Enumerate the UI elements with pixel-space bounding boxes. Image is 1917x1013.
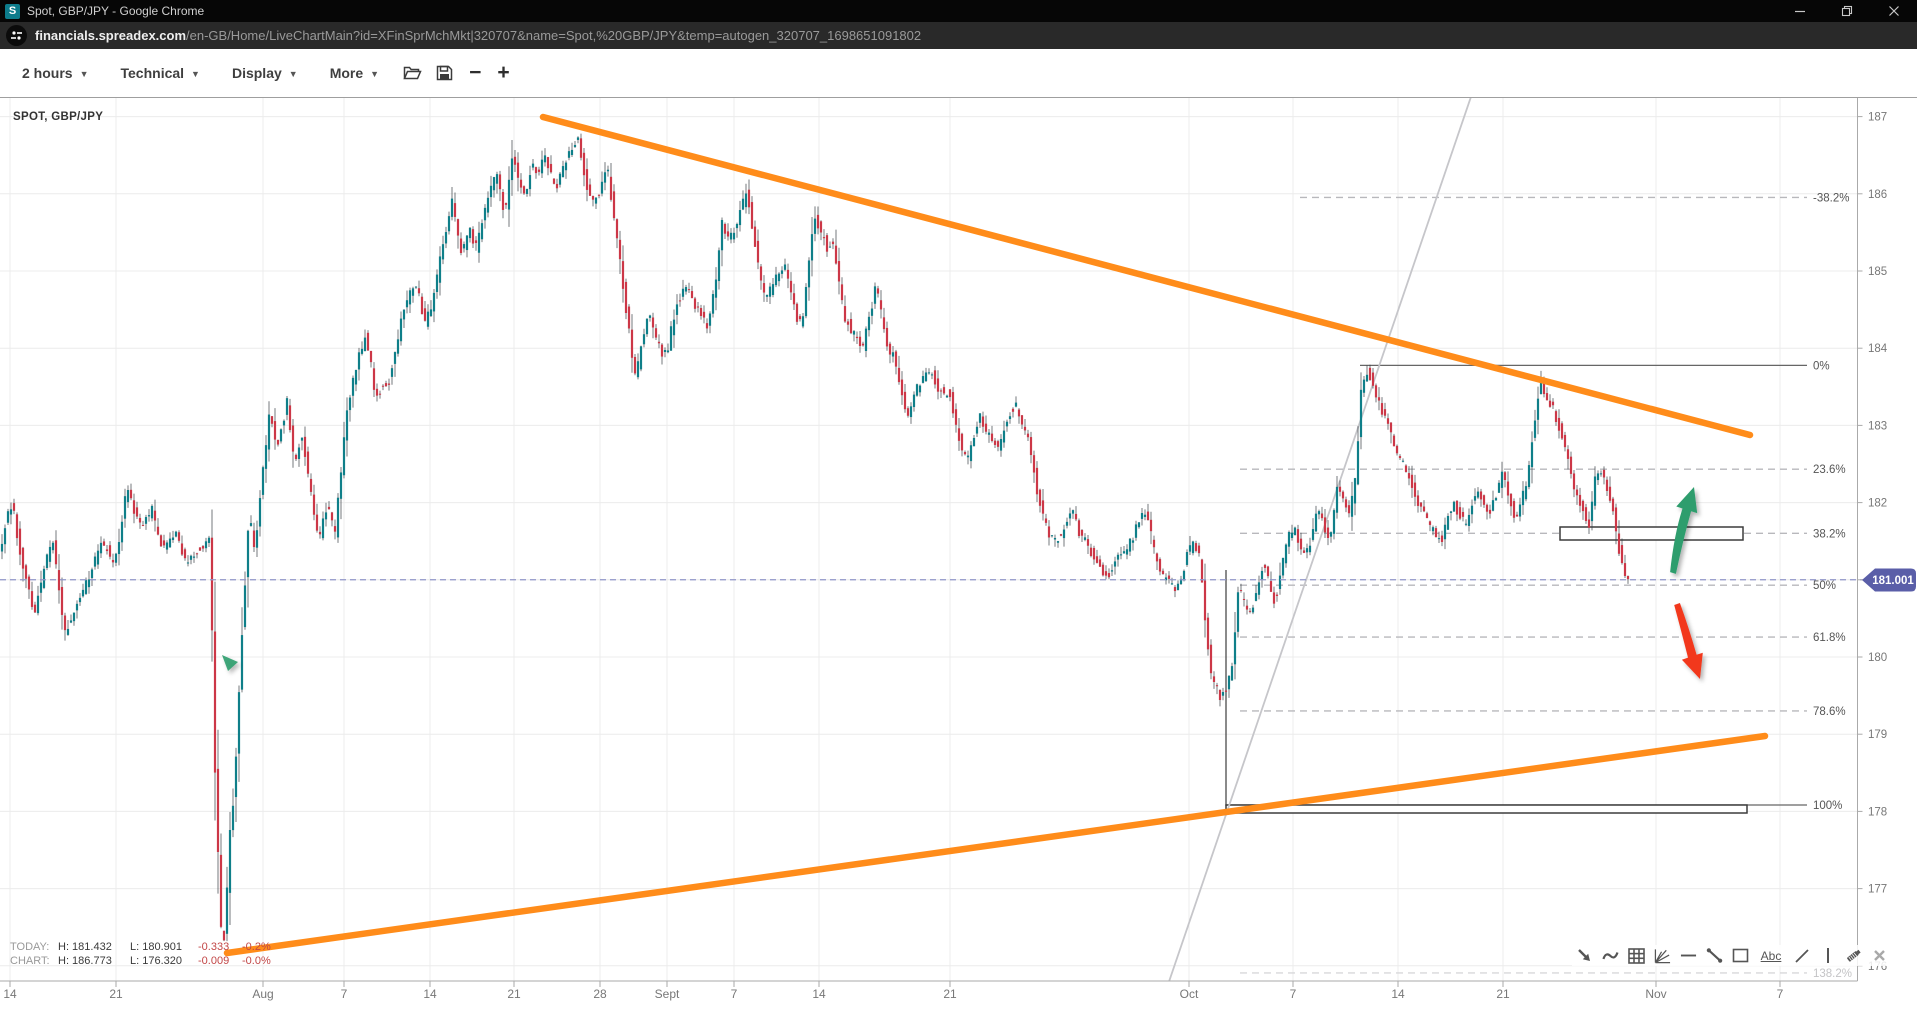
descending-orange-trendline xyxy=(539,113,1754,439)
rectangle-tool[interactable] xyxy=(1732,947,1749,964)
price-axis-label: 180 xyxy=(1868,652,1887,664)
annotation-boxes[interactable] xyxy=(1225,526,1748,814)
price-axis-label: 187 xyxy=(1868,112,1887,124)
drawing-toolbar: Abc xyxy=(1572,945,1892,966)
fib-label: 50% xyxy=(1813,580,1836,592)
date-axis-label: 7 xyxy=(341,987,348,1001)
date-axis-label: 14 xyxy=(1391,987,1405,1001)
direction-arrows[interactable] xyxy=(222,487,1703,679)
chevron-down-icon: ▼ xyxy=(288,69,298,79)
date-axis-label: Nov xyxy=(1645,987,1666,1001)
fan-lines-tool[interactable] xyxy=(1654,947,1671,964)
date-axis-label: 14 xyxy=(3,987,17,1001)
restore-icon xyxy=(1841,5,1852,17)
window-title: Spot, GBP/JPY - Google Chrome xyxy=(27,4,205,18)
chevron-down-icon: ▼ xyxy=(79,69,89,79)
open-folder-icon[interactable] xyxy=(403,65,422,81)
zoom-out-button[interactable]: − xyxy=(469,61,482,84)
close-drawing-toolbar-icon[interactable] xyxy=(1871,947,1888,964)
fib-label: -38.2% xyxy=(1813,192,1849,204)
grid-table-tool[interactable] xyxy=(1628,947,1645,964)
chart-canvas[interactable]: -38.2% 0% 23.6% 38.2% 50% 61.8% 78.6% 100% 138.2… xyxy=(0,98,1917,1008)
small-green-marker xyxy=(222,655,238,671)
price-axis-label: 179 xyxy=(1868,729,1887,741)
chart-toolbar: 2 hours ▼ Technical ▼ Display ▼ More ▼ − + xyxy=(0,49,1917,98)
fib-label: 138.2% xyxy=(1813,968,1852,980)
fib-label: 100% xyxy=(1813,800,1842,812)
legend-row-today: TODAY: H: 181.432 L: 180.901 -0.333 -0.2… xyxy=(10,941,271,953)
box-38.2 xyxy=(1559,526,1744,541)
green-up-arrow xyxy=(1670,487,1698,574)
window-titlebar[interactable]: S Spot, GBP/JPY - Google Chrome xyxy=(0,0,1917,22)
fib-label: 23.6% xyxy=(1813,464,1846,476)
close-button[interactable] xyxy=(1870,0,1917,22)
date-axis-label: Oct xyxy=(1180,987,1199,1001)
marker-tool[interactable] xyxy=(1845,947,1862,964)
date-axis-label: 21 xyxy=(109,987,123,1001)
site-settings-icon[interactable] xyxy=(6,25,27,46)
ascending-orange-trendline xyxy=(223,732,1769,957)
vertical-line-tool[interactable] xyxy=(1819,947,1836,964)
ohlc-legend: TODAY: H: 181.432 L: 180.901 -0.333 -0.2… xyxy=(10,940,271,968)
svg-text:181.001: 181.001 xyxy=(1872,575,1914,587)
minimize-button[interactable] xyxy=(1776,0,1823,22)
date-axis-label: 7 xyxy=(1777,987,1784,1001)
close-icon xyxy=(1888,6,1899,16)
date-axis-label: 14 xyxy=(812,987,826,1001)
grid xyxy=(0,98,1858,981)
gray-diagonal-trendline[interactable] xyxy=(1160,98,1475,1008)
date-axis-label: 21 xyxy=(1496,987,1510,1001)
date-axis-label: 7 xyxy=(1290,987,1297,1001)
date-axis-label: 7 xyxy=(731,987,738,1001)
price-axis-label: 183 xyxy=(1868,420,1887,432)
site-favicon: S xyxy=(5,3,20,19)
box-100 xyxy=(1225,804,1748,814)
date-axis-label: 28 xyxy=(593,987,607,1001)
date-axis-label: 14 xyxy=(423,987,437,1001)
date-axis-label: 21 xyxy=(943,987,957,1001)
timeframe-dropdown[interactable]: 2 hours ▼ xyxy=(22,65,89,81)
trend-segment-tool[interactable] xyxy=(1706,947,1723,964)
fib-label: 38.2% xyxy=(1813,528,1846,540)
candles xyxy=(0,133,1630,942)
price-axis-label: 184 xyxy=(1868,343,1888,355)
fib-label: 78.6% xyxy=(1813,706,1846,718)
url-path: /en-GB/Home/LiveChartMain?id=XFinSprMchM… xyxy=(186,28,922,43)
curve-tool[interactable] xyxy=(1602,947,1619,964)
price-axis-label: 185 xyxy=(1868,266,1887,278)
orange-trendlines[interactable] xyxy=(223,113,1769,957)
price-axis-label: 182 xyxy=(1868,498,1887,510)
date-axis-label: 21 xyxy=(507,987,521,1001)
red-down-arrow xyxy=(1674,603,1703,679)
chart-area[interactable]: -38.2% 0% 23.6% 38.2% 50% 61.8% 78.6% 100% 138.2… xyxy=(0,98,1917,1008)
technical-dropdown[interactable]: Technical ▼ xyxy=(120,65,200,81)
legend-row-chart: CHART: H: 186.773 L: 176.320 -0.009 -0.0… xyxy=(10,955,271,967)
more-dropdown[interactable]: More ▼ xyxy=(329,65,380,81)
fib-label: 61.8% xyxy=(1813,632,1846,644)
fib-label: 0% xyxy=(1813,360,1830,372)
diagonal-line-tool[interactable] xyxy=(1793,947,1810,964)
display-dropdown[interactable]: Display ▼ xyxy=(231,65,298,81)
price-axis-label: 177 xyxy=(1868,884,1887,896)
text-tool[interactable]: Abc xyxy=(1760,948,1782,963)
price-axis-label: 186 xyxy=(1868,189,1887,201)
save-icon[interactable] xyxy=(436,65,453,81)
date-axis-label: Aug xyxy=(252,987,273,1001)
minimize-icon xyxy=(1794,10,1805,13)
fib-retracement[interactable]: -38.2% 0% 23.6% 38.2% 50% 61.8% 78.6% 100% 138.2… xyxy=(1226,192,1852,980)
address-bar[interactable]: financials.spreadex.com/en-GB/Home/LiveC… xyxy=(0,22,1917,49)
draw-arrow-tool[interactable] xyxy=(1576,947,1593,964)
chevron-down-icon: ▼ xyxy=(191,69,200,79)
horizontal-line-tool[interactable] xyxy=(1680,947,1697,964)
zoom-in-button[interactable]: + xyxy=(497,61,510,84)
current-price-badge: 181.001 xyxy=(1862,568,1916,592)
chevron-down-icon: ▼ xyxy=(370,69,380,79)
symbol-label: SPOT, GBP/JPY xyxy=(13,111,104,123)
date-axis-label: Sept xyxy=(655,987,680,1001)
url-domain: financials.spreadex.com xyxy=(35,28,187,43)
restore-button[interactable] xyxy=(1823,0,1870,22)
price-axis-label: 178 xyxy=(1868,806,1887,818)
